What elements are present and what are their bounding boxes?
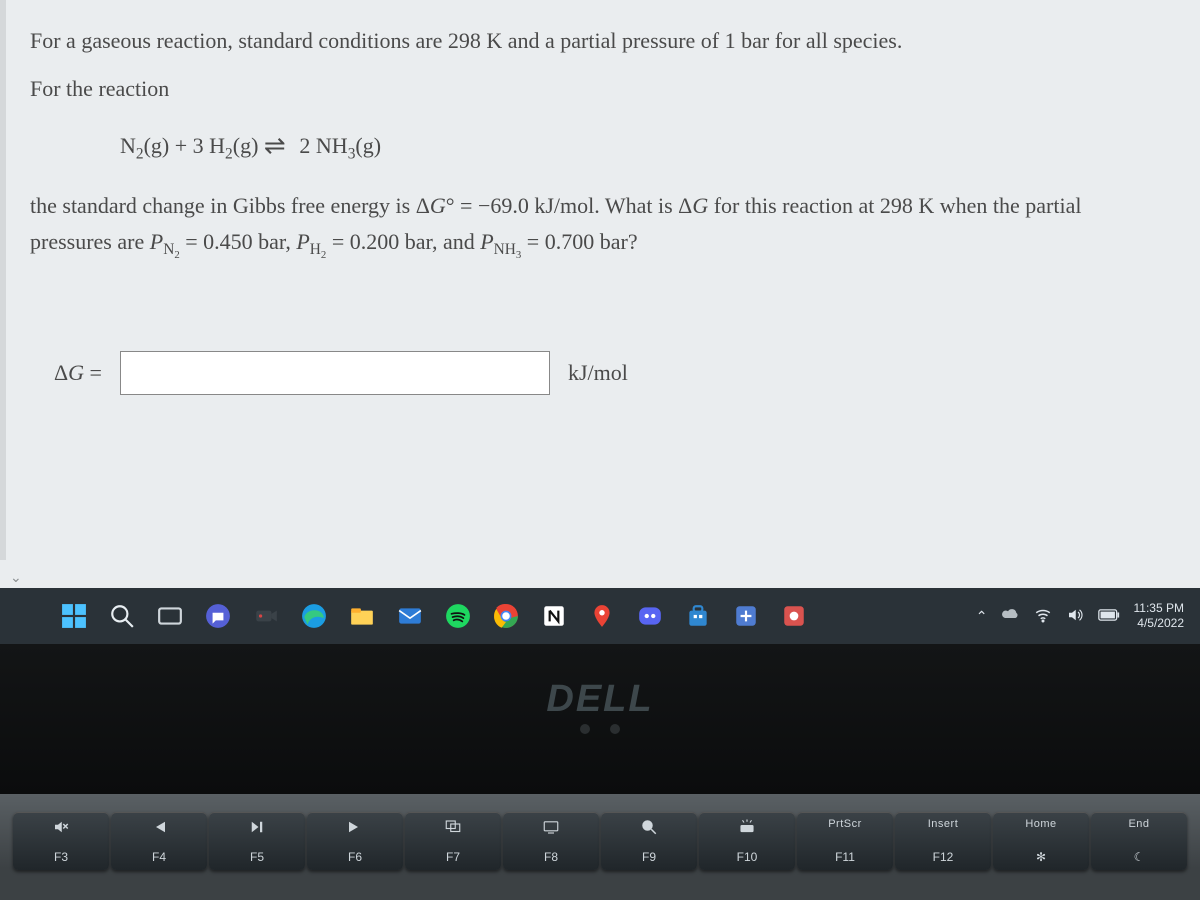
camera-icon[interactable] — [252, 602, 280, 630]
delta-g-label: ΔG = — [54, 360, 102, 386]
camera-dots — [580, 724, 620, 734]
laptop-bezel: DELL — [0, 644, 1200, 794]
equilibrium-arrow-icon — [264, 132, 294, 163]
edge-icon[interactable] — [300, 602, 328, 630]
key-f9: F9 — [601, 812, 697, 870]
delta-g-input[interactable] — [120, 351, 550, 395]
answer-row: ΔG = kJ/mol — [54, 351, 1176, 395]
chat-icon[interactable] — [204, 602, 232, 630]
answer-unit: kJ/mol — [568, 360, 628, 386]
notion-icon[interactable] — [540, 602, 568, 630]
question-line-3: the standard change in Gibbs free energy… — [30, 193, 1176, 219]
chrome-icon[interactable] — [492, 602, 520, 630]
store-icon[interactable] — [684, 602, 712, 630]
key-f6: F6 — [307, 812, 403, 870]
prev-track-icon — [149, 818, 169, 836]
key-f4: F4 — [111, 812, 207, 870]
start-button[interactable] — [60, 602, 88, 630]
discord-icon[interactable] — [636, 602, 664, 630]
maps-icon[interactable] — [588, 602, 616, 630]
volume-icon[interactable] — [1066, 606, 1084, 627]
key-f3: F3 — [13, 812, 109, 870]
key-f11: PrtScr F11 — [797, 812, 893, 870]
key-f8: F8 — [503, 812, 599, 870]
display-icon — [443, 818, 463, 836]
next-track-icon — [345, 818, 365, 836]
key-f12: Insert F12 — [895, 812, 991, 870]
key-home: Home ✻ — [993, 812, 1089, 870]
key-f5: F5 — [209, 812, 305, 870]
key-f10: F10 — [699, 812, 795, 870]
tray-time: 11:35 PM — [1134, 601, 1184, 616]
question-panel: ⌄ For a gaseous reaction, standard condi… — [0, 0, 1200, 560]
onedrive-icon[interactable] — [1002, 606, 1020, 627]
task-view-icon[interactable] — [156, 602, 184, 630]
question-line-1: For a gaseous reaction, standard conditi… — [30, 28, 1176, 54]
mute-icon — [51, 818, 71, 836]
tray-date: 4/5/2022 — [1134, 616, 1184, 631]
windows-taskbar: ⌃ 11:35 PM 4/5/2022 — [0, 588, 1200, 644]
app-icon-2[interactable] — [780, 602, 808, 630]
app-icon-1[interactable] — [732, 602, 760, 630]
key-end: End ☾ — [1091, 812, 1187, 870]
dell-logo: DELL — [546, 678, 653, 721]
spotify-icon[interactable] — [444, 602, 472, 630]
tray-clock[interactable]: 11:35 PM 4/5/2022 — [1134, 601, 1184, 631]
scroll-caret: ⌄ — [10, 570, 22, 587]
explorer-icon[interactable] — [348, 602, 376, 630]
chevron-up-icon[interactable]: ⌃ — [976, 608, 988, 625]
key-f7: F7 — [405, 812, 501, 870]
backlight-icon — [737, 818, 757, 836]
wifi-icon[interactable] — [1034, 606, 1052, 627]
search-key-icon — [639, 818, 659, 836]
reaction-equation: N2(g) + 3 H2(g) 2 NH3(g) — [120, 132, 1176, 163]
mail-icon[interactable] — [396, 602, 424, 630]
project-icon — [541, 818, 561, 836]
play-pause-icon — [247, 818, 267, 836]
laptop-keyboard: F3 F4 F5 F6 F7 F8 F9 F10 — [0, 794, 1200, 900]
question-line-2: For the reaction — [30, 76, 1176, 102]
battery-icon[interactable] — [1098, 608, 1120, 625]
question-line-4: pressures are PN2 = 0.450 bar, PH2 = 0.2… — [30, 229, 1176, 261]
search-icon[interactable] — [108, 602, 136, 630]
